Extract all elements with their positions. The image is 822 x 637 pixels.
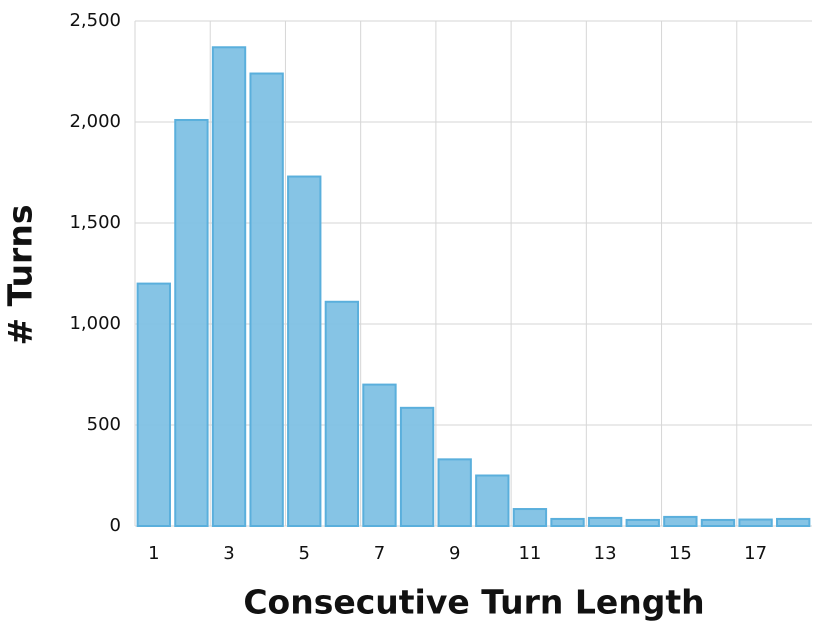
bar — [174, 118, 209, 527]
x-tick-label: 15 — [669, 543, 692, 564]
bar — [249, 72, 284, 528]
bar — [663, 515, 698, 527]
y-tick-label: 2,500 — [69, 10, 121, 31]
x-tick-label: 13 — [594, 543, 617, 564]
x-tick-label: 1 — [148, 543, 159, 564]
x-tick-label: 5 — [299, 543, 310, 564]
y-tick-label: 1,000 — [69, 313, 121, 334]
bar — [399, 406, 435, 527]
bar — [136, 282, 171, 527]
x-tick-label: 3 — [223, 543, 234, 564]
bar — [587, 516, 623, 527]
bar — [362, 383, 397, 527]
bar — [776, 517, 811, 527]
y-tick-label: 2,000 — [69, 111, 121, 132]
x-tick-label: 7 — [374, 543, 385, 564]
bar — [625, 518, 660, 528]
bar — [512, 508, 548, 528]
y-tick-label: 0 — [110, 515, 121, 536]
bar — [437, 458, 472, 527]
y-tick-label: 1,500 — [69, 212, 121, 233]
bar — [287, 175, 322, 527]
bar — [475, 474, 510, 527]
bar — [738, 518, 773, 528]
x-tick-label: 17 — [744, 543, 767, 564]
x-tick-label: 11 — [518, 543, 541, 564]
y-axis-title: # Turns — [1, 205, 40, 346]
x-axis-title: Consecutive Turn Length — [243, 583, 704, 622]
bar — [550, 517, 585, 527]
y-tick-label: 500 — [87, 414, 121, 435]
bar — [211, 46, 247, 527]
bar — [700, 518, 736, 528]
x-tick-label: 9 — [449, 543, 460, 564]
bar — [324, 300, 360, 527]
